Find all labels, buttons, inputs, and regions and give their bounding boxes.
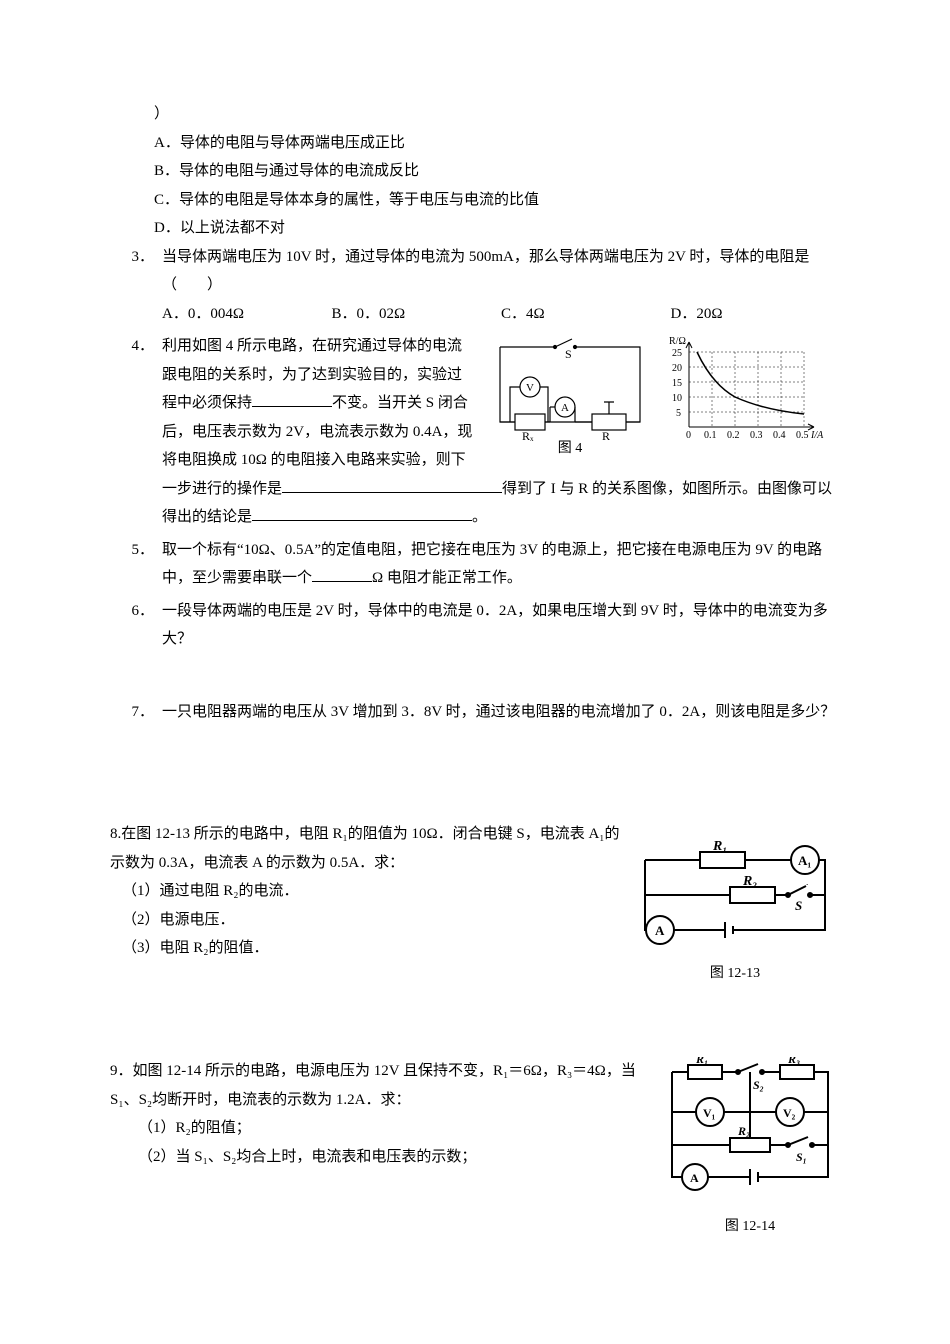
svg-text:5: 5: [676, 408, 681, 419]
voltmeter-label: V: [526, 382, 534, 394]
question-6: 6． 一段导体两端的电压是 2V 时，导体中的电流是 0．2A，如果电压增大到 …: [110, 597, 840, 654]
svg-text:S: S: [795, 898, 802, 913]
blank-field[interactable]: [252, 391, 332, 407]
svg-text:V₂: V₂: [783, 1106, 796, 1120]
figure-4-chart: 5 10 15 20 25 R/Ω 0 0.1 0.2 0.3 0.4 0.5 …: [664, 332, 824, 442]
question-number: 7．: [110, 698, 162, 727]
blank-field[interactable]: [312, 566, 372, 582]
switch-label: S: [565, 347, 572, 361]
question-text: 当导体两端电压为 10V 时，通过导体的电流为 500mA，那么导体两端电压为 …: [162, 243, 840, 300]
svg-text:0.3: 0.3: [750, 430, 763, 441]
svg-text:R₃: R₃: [787, 1057, 800, 1066]
opt-c: C．4Ω: [501, 300, 671, 329]
figure-12-14-caption: 图 12-14: [660, 1214, 840, 1241]
svg-text:20: 20: [672, 363, 682, 374]
svg-text:A: A: [655, 923, 665, 938]
opt-b: B．导体的电阻与通过导体的电流成反比: [154, 157, 840, 186]
x-axis-label: I/A: [810, 430, 824, 441]
svg-text:V₁: V₁: [703, 1106, 716, 1120]
question-8: R₁ R₂ A₁ A S 图 12-13 8.在图 12-13 所示的电路中，电…: [110, 820, 840, 987]
svg-text:0.5: 0.5: [796, 430, 809, 441]
svg-text:S₂: S₂: [753, 1078, 764, 1092]
rx-label: Rₓ: [522, 429, 534, 442]
question-7: 7． 一只电阻器两端的电压从 3V 增加到 3．8V 时，通过该电阻器的电流增加…: [110, 698, 840, 727]
svg-text:R₁: R₁: [712, 839, 727, 854]
svg-text:15: 15: [672, 378, 682, 389]
question-3: 3． 当导体两端电压为 10V 时，通过导体的电流为 500mA，那么导体两端电…: [110, 243, 840, 329]
prev-question-paren: ）: [154, 106, 169, 122]
prev-question-options: A．导体的电阻与导体两端电压成正比 B．导体的电阻与通过导体的电流成反比 C．导…: [110, 129, 840, 243]
question-9: R₁ R₃ S₂ V₁ V₂ R₂ S₁ A 图 12-14 9．如图 12-1…: [110, 1057, 840, 1240]
svg-text:0.1: 0.1: [704, 430, 717, 441]
question-number: 6．: [110, 597, 162, 654]
opt-d: D．以上说法都不对: [154, 214, 840, 243]
svg-text:10: 10: [672, 393, 682, 404]
svg-text:R₂: R₂: [737, 1124, 750, 1138]
svg-text:R₁: R₁: [695, 1057, 708, 1066]
blank-field[interactable]: [282, 477, 502, 493]
opt-a: A．导体的电阻与导体两端电压成正比: [154, 129, 840, 158]
question-number: 5．: [110, 536, 162, 593]
question-number: 3．: [110, 243, 162, 329]
svg-text:0: 0: [686, 430, 691, 441]
figure-4-circuit: S V A Rₓ R: [480, 332, 660, 442]
question-text: 一段导体两端的电压是 2V 时，导体中的电流是 0．2A，如果电压增大到 9V …: [162, 597, 840, 654]
y-axis-label: R/Ω: [669, 336, 686, 347]
svg-text:R₂: R₂: [742, 874, 757, 889]
figure-12-13: R₁ R₂ A₁ A S: [630, 830, 840, 950]
question-5: 5． 取一个标有“10Ω、0.5A”的定值电阻，把它接在电压为 3V 的电源上，…: [110, 536, 840, 593]
figure-12-13-caption: 图 12-13: [630, 961, 840, 988]
ammeter-label: A: [561, 402, 569, 414]
svg-text:A₁: A₁: [798, 853, 811, 868]
blank-field[interactable]: [252, 505, 472, 521]
question-number: 4．: [110, 332, 162, 532]
q5-text-2: Ω 电阻才能正常工作。: [372, 570, 522, 586]
question-text: 一只电阻器两端的电压从 3V 增加到 3．8V 时，通过该电阻器的电流增加了 0…: [162, 698, 840, 727]
svg-text:0.4: 0.4: [773, 430, 786, 441]
svg-text:0.2: 0.2: [727, 430, 740, 441]
opt-a: A．0．004Ω: [162, 300, 332, 329]
svg-text:25: 25: [672, 348, 682, 359]
opt-d: D．20Ω: [671, 300, 841, 329]
q4-text-4: 。: [472, 509, 487, 525]
question-4: 4．: [110, 332, 840, 532]
r-label: R: [602, 429, 610, 442]
question-3-options: A．0．004Ω B．0．02Ω C．4Ω D．20Ω: [162, 300, 840, 329]
opt-c: C．导体的电阻是导体本身的属性，等于电压与电流的比值: [154, 186, 840, 215]
opt-b: B．0．02Ω: [332, 300, 502, 329]
svg-text:S₁: S₁: [796, 1150, 807, 1164]
figure-12-14: R₁ R₃ S₂ V₁ V₂ R₂ S₁ A: [660, 1057, 840, 1197]
svg-text:A: A: [690, 1171, 699, 1185]
